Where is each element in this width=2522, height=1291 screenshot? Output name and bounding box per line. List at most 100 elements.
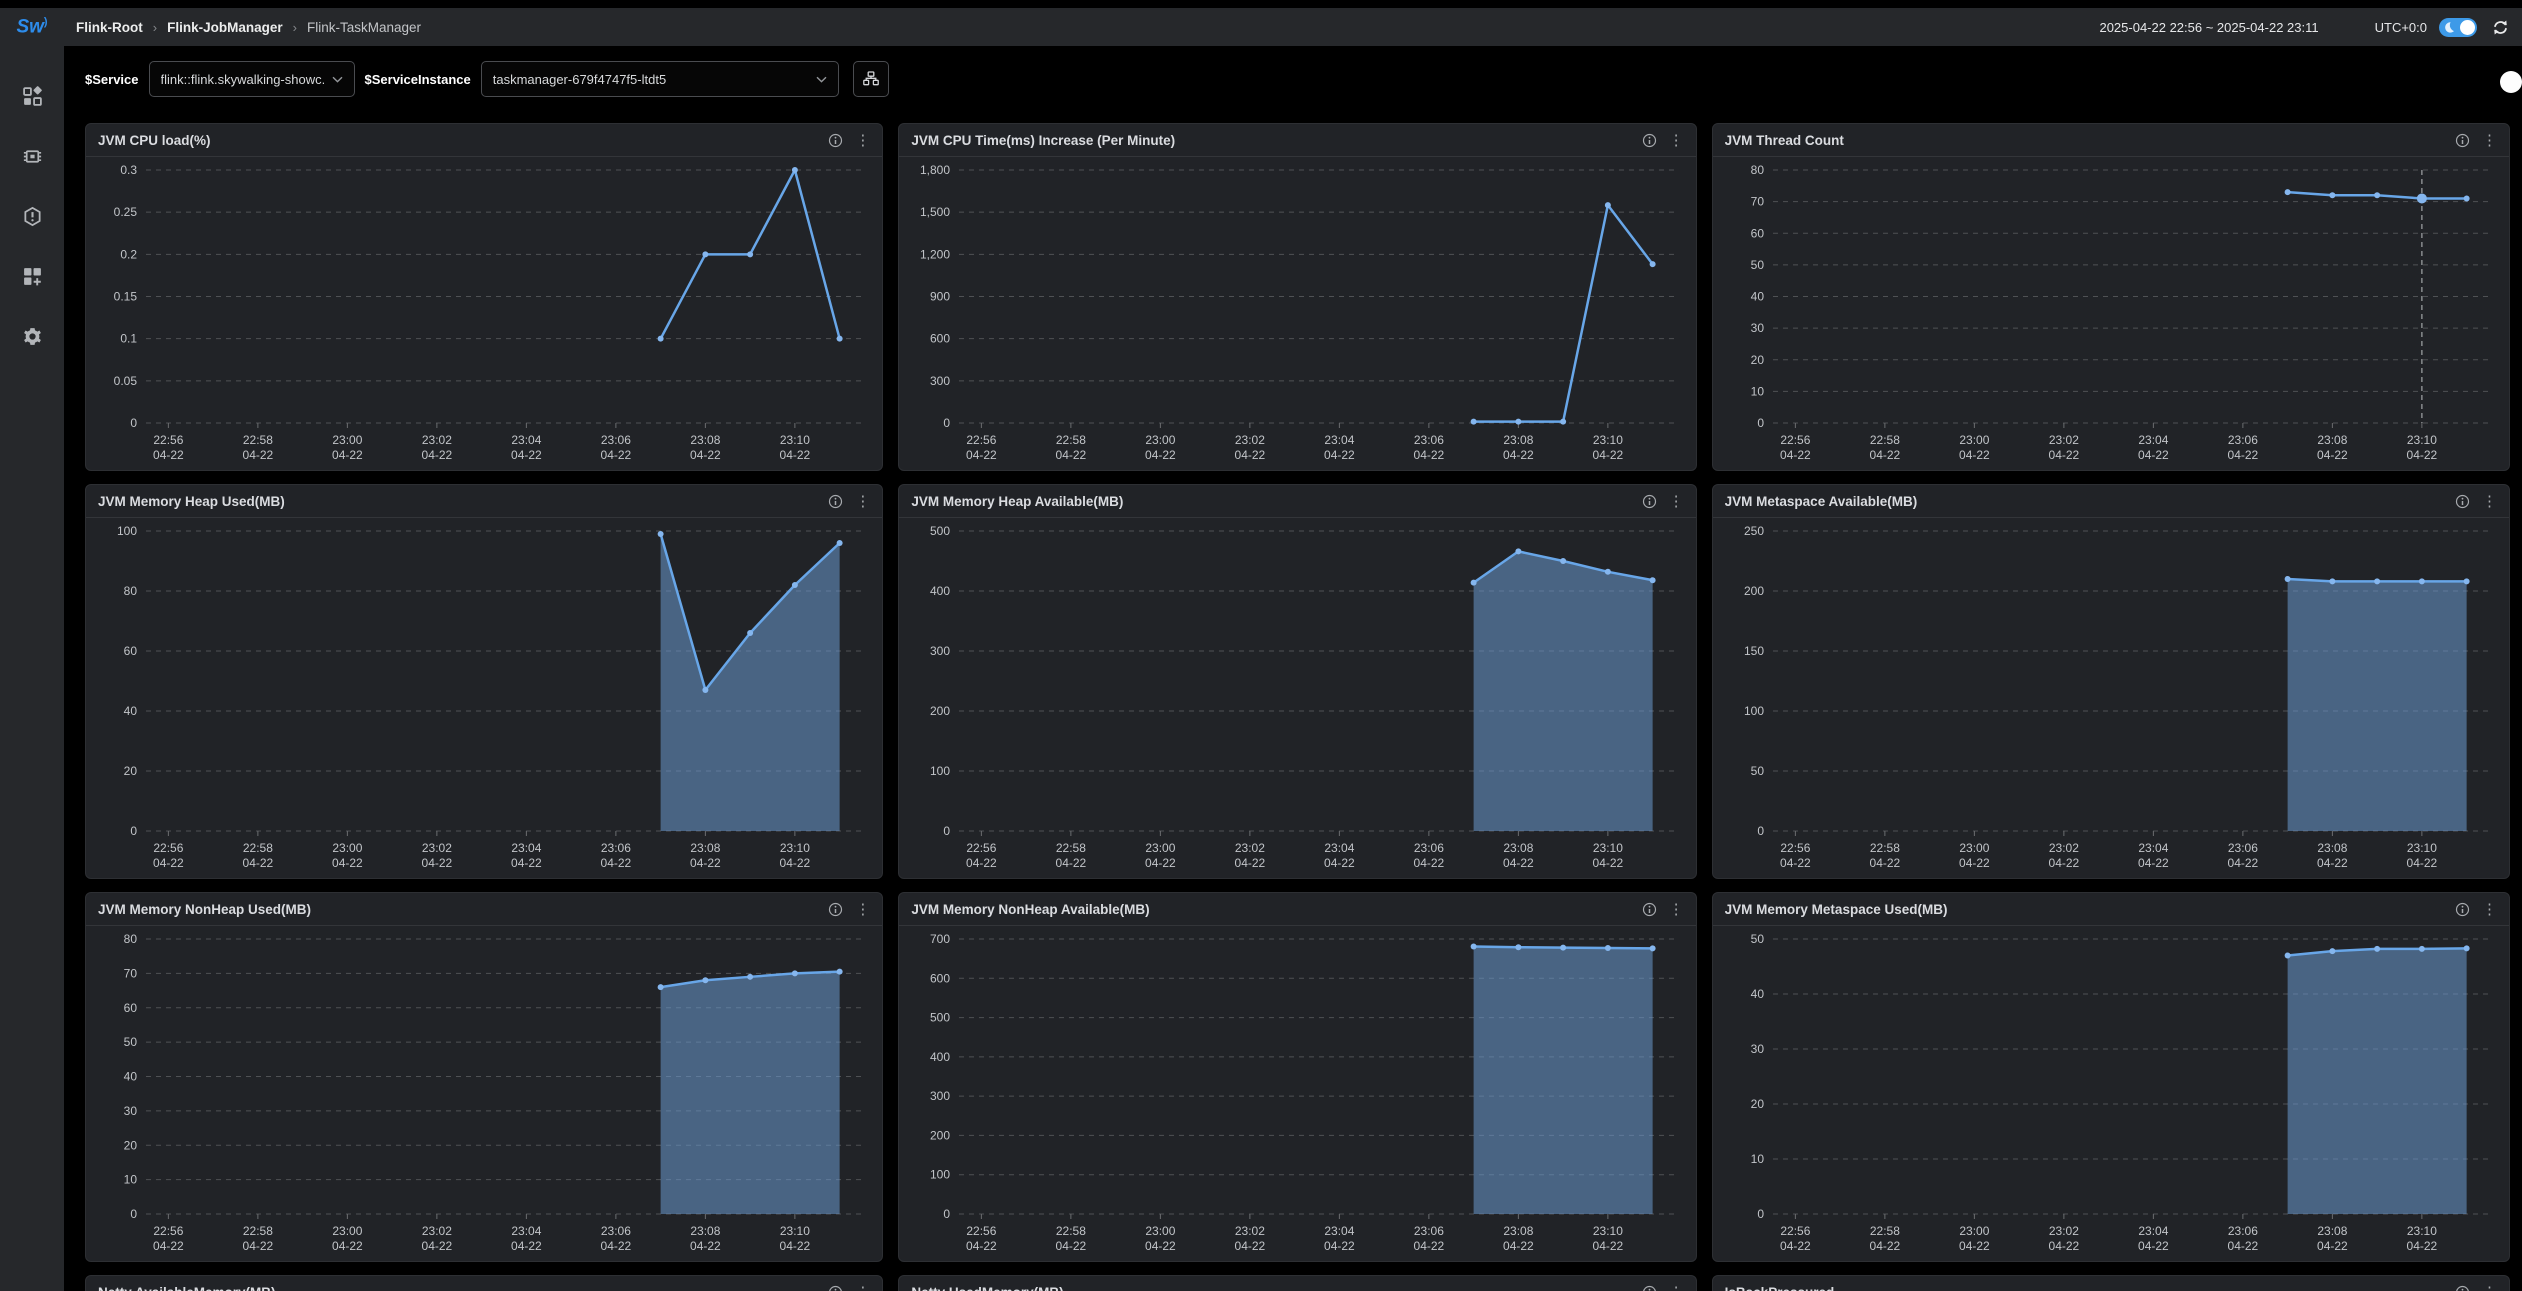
chart-panel-3: JVM Thread Count ⋮ 0 10 20 30 40 50 60 70 80 22:5… <box>1711 123 2510 471</box>
moon-icon <box>2445 21 2454 33</box>
chart-area[interactable]: 0 20 40 60 80 100 22:56 04-22 22:58 04-22 23:00 04-… <box>86 518 882 878</box>
kebab-menu-icon[interactable]: ⋮ <box>1669 1285 1684 1291</box>
svg-text:200: 200 <box>930 704 950 718</box>
info-icon[interactable] <box>828 1285 843 1291</box>
info-icon[interactable] <box>2455 494 2470 509</box>
chart-area[interactable]: 0 0.05 0.1 0.15 0.2 0.25 0.3 22:56 04-22 22:58 04-… <box>86 157 882 470</box>
service-select[interactable]: flink::flink.skywalking-showc... <box>148 61 355 97</box>
chart-panel-9: JVM Memory Metaspace Used(MB) ⋮ 0 10 20 30 4… <box>1711 892 2510 1262</box>
chart-area[interactable]: 0 300 600 900 1,200 1,500 1,800 22:56 04-22 22:58… <box>899 157 1695 470</box>
svg-text:1,500: 1,500 <box>920 205 950 219</box>
panel-title: JVM Memory Metaspace Used(MB) <box>1724 901 1948 917</box>
chart-area[interactable]: 0 50 100 150 200 250 22:56 04-22 22:58 04-22 23:00… <box>1713 518 2509 878</box>
kebab-menu-icon[interactable]: ⋮ <box>1668 492 1684 510</box>
kebab-menu-icon[interactable]: ⋮ <box>1668 900 1684 918</box>
refresh-icon[interactable] <box>2491 18 2510 37</box>
breadcrumb-item-root[interactable]: Flink-Root <box>76 19 143 35</box>
info-icon[interactable] <box>2455 133 2470 148</box>
breadcrumb-item-jobmanager[interactable]: Flink-JobManager <box>167 19 283 35</box>
theme-toggle[interactable] <box>2439 17 2477 37</box>
kebab-menu-icon[interactable]: ⋮ <box>855 1285 870 1291</box>
infrastructure-icon[interactable] <box>21 145 43 167</box>
kebab-menu-icon[interactable]: ⋮ <box>855 131 871 149</box>
svg-text:400: 400 <box>930 1050 950 1064</box>
kebab-menu-icon[interactable]: ⋮ <box>855 492 871 510</box>
edge-toggle-knob[interactable] <box>2500 71 2522 93</box>
svg-text:20: 20 <box>1750 353 1764 367</box>
info-icon[interactable] <box>2455 902 2470 917</box>
info-icon[interactable] <box>828 494 843 509</box>
topology-button[interactable] <box>852 61 889 97</box>
breadcrumb-item-taskmanager: Flink-TaskManager <box>306 19 421 35</box>
kebab-menu-icon[interactable]: ⋮ <box>2481 492 2497 510</box>
kebab-menu-icon[interactable]: ⋮ <box>2481 900 2497 918</box>
skywalking-logo[interactable]: Sw) <box>16 15 48 38</box>
instance-select[interactable]: taskmanager-679f4747f5-ltdt5 <box>480 61 839 97</box>
main-content: $Service flink::flink.skywalking-showc..… <box>64 46 2522 1291</box>
info-icon[interactable] <box>1642 902 1657 917</box>
panel-title: JVM Memory Heap Available(MB) <box>911 493 1124 509</box>
info-icon[interactable] <box>828 133 843 148</box>
time-range-picker[interactable]: 2025-04-22 22:56 ~ 2025-04-22 23:11 <box>2099 19 2319 35</box>
settings-icon[interactable] <box>21 325 43 347</box>
kebab-menu-icon[interactable]: ⋮ <box>1668 131 1684 149</box>
svg-text:0.3: 0.3 <box>120 163 137 177</box>
panel-header: JVM Memory NonHeap Available(MB) ⋮ <box>899 893 1696 926</box>
timezone-label[interactable]: UTC+0:0 <box>2374 19 2427 35</box>
panel-title: IsBackPressured <box>1725 1285 2443 1291</box>
kebab-menu-icon[interactable]: ⋮ <box>855 900 871 918</box>
chart-panel-7: JVM Memory NonHeap Used(MB) ⋮ 0 10 20 30 40 5… <box>85 892 884 1262</box>
info-icon[interactable] <box>2455 1285 2470 1291</box>
panel-title: Netty AvailableMemory(MB) <box>98 1285 816 1291</box>
chart-area[interactable]: 0 100 200 300 400 500 22:56 04-22 22:58 04-22 23:0… <box>899 518 1695 878</box>
chart-panel-6: JVM Metaspace Available(MB) ⋮ 0 50 100 150 2… <box>1711 484 2510 879</box>
dashboards-icon[interactable] <box>21 265 43 287</box>
chart-area[interactable]: 0 10 20 30 40 50 22:56 04-22 22:58 04-22 23:00 04-2… <box>1713 926 2509 1261</box>
marketplace-icon[interactable] <box>21 85 43 107</box>
chart-area[interactable]: 0 100 200 300 400 500 600 700 22:56 04-22 22:58 04-… <box>899 926 1695 1261</box>
panel-title: JVM Memory NonHeap Used(MB) <box>98 901 312 917</box>
chart-area[interactable]: 0 10 20 30 40 50 60 70 80 22:56 04-22 22:58 04-22 23:… <box>86 926 882 1261</box>
panel-title: JVM Thread Count <box>1724 132 1844 148</box>
svg-text:0.25: 0.25 <box>114 205 138 219</box>
chart-panel-12: IsBackPressured ⋮ <box>1711 1275 2510 1291</box>
info-icon[interactable] <box>828 902 843 917</box>
toggle-knob <box>2460 19 2475 35</box>
svg-text:0.1: 0.1 <box>120 332 137 346</box>
info-icon[interactable] <box>1642 494 1657 509</box>
info-icon[interactable] <box>1642 1285 1657 1291</box>
svg-text:700: 700 <box>930 932 950 946</box>
info-icon[interactable] <box>1642 133 1657 148</box>
svg-text:0.05: 0.05 <box>114 374 138 388</box>
svg-text:0: 0 <box>944 1207 951 1221</box>
chart-area[interactable]: 0 10 20 30 40 50 60 70 80 22:56 04-22 22:58 04-22 23:… <box>1713 157 2509 470</box>
svg-text:100: 100 <box>930 764 950 778</box>
panel-title: JVM CPU Time(ms) Increase (Per Minute) <box>911 132 1176 148</box>
svg-text:80: 80 <box>124 932 138 946</box>
svg-text:600: 600 <box>930 971 950 985</box>
kebab-menu-icon[interactable]: ⋮ <box>2482 1285 2497 1291</box>
svg-text:0: 0 <box>944 416 951 430</box>
alerting-icon[interactable] <box>21 205 43 227</box>
kebab-menu-icon[interactable]: ⋮ <box>2481 131 2497 149</box>
svg-text:20: 20 <box>124 764 138 778</box>
